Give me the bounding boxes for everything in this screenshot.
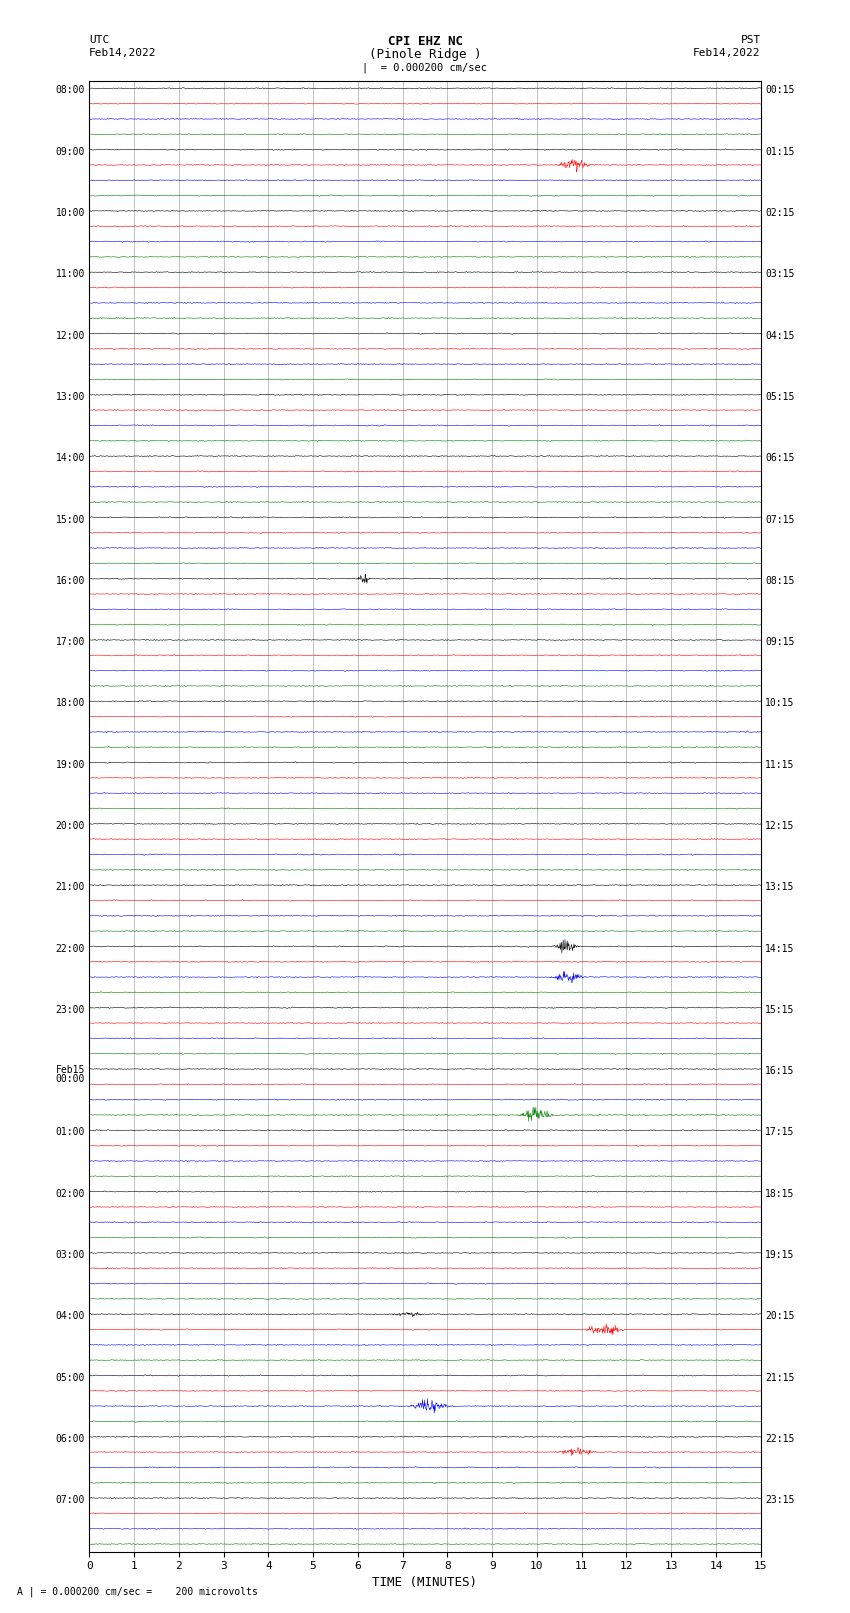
Text: 18:00: 18:00: [55, 698, 85, 708]
Text: 14:00: 14:00: [55, 453, 85, 463]
Text: |  = 0.000200 cm/sec: | = 0.000200 cm/sec: [362, 63, 488, 74]
Text: 05:15: 05:15: [765, 392, 795, 402]
Text: 19:00: 19:00: [55, 760, 85, 769]
Text: 09:00: 09:00: [55, 147, 85, 156]
Text: 20:00: 20:00: [55, 821, 85, 831]
Text: 22:00: 22:00: [55, 944, 85, 953]
Text: 16:15: 16:15: [765, 1066, 795, 1076]
Text: 21:15: 21:15: [765, 1373, 795, 1382]
Text: 11:15: 11:15: [765, 760, 795, 769]
Text: 10:15: 10:15: [765, 698, 795, 708]
Text: 06:00: 06:00: [55, 1434, 85, 1444]
Text: UTC: UTC: [89, 35, 110, 45]
Text: 01:00: 01:00: [55, 1127, 85, 1137]
Text: 04:15: 04:15: [765, 331, 795, 340]
Text: 14:15: 14:15: [765, 944, 795, 953]
Text: 17:15: 17:15: [765, 1127, 795, 1137]
Text: 12:00: 12:00: [55, 331, 85, 340]
Text: 19:15: 19:15: [765, 1250, 795, 1260]
Text: 05:00: 05:00: [55, 1373, 85, 1382]
Text: PST: PST: [740, 35, 761, 45]
Text: 13:15: 13:15: [765, 882, 795, 892]
Text: 16:00: 16:00: [55, 576, 85, 586]
Text: 02:00: 02:00: [55, 1189, 85, 1198]
Text: (Pinole Ridge ): (Pinole Ridge ): [369, 48, 481, 61]
X-axis label: TIME (MINUTES): TIME (MINUTES): [372, 1576, 478, 1589]
Text: 03:00: 03:00: [55, 1250, 85, 1260]
Text: 01:15: 01:15: [765, 147, 795, 156]
Text: 12:15: 12:15: [765, 821, 795, 831]
Text: 21:00: 21:00: [55, 882, 85, 892]
Text: 09:15: 09:15: [765, 637, 795, 647]
Text: 23:00: 23:00: [55, 1005, 85, 1015]
Text: Feb14,2022: Feb14,2022: [694, 48, 761, 58]
Text: 07:00: 07:00: [55, 1495, 85, 1505]
Text: 23:15: 23:15: [765, 1495, 795, 1505]
Text: CPI EHZ NC: CPI EHZ NC: [388, 35, 462, 48]
Text: 02:15: 02:15: [765, 208, 795, 218]
Text: 15:00: 15:00: [55, 515, 85, 524]
Text: 07:15: 07:15: [765, 515, 795, 524]
Text: 03:15: 03:15: [765, 269, 795, 279]
Text: 11:00: 11:00: [55, 269, 85, 279]
Text: 04:00: 04:00: [55, 1311, 85, 1321]
Text: Feb15: Feb15: [55, 1065, 85, 1074]
Text: 10:00: 10:00: [55, 208, 85, 218]
Text: 00:00: 00:00: [55, 1074, 85, 1084]
Text: 20:15: 20:15: [765, 1311, 795, 1321]
Text: 00:15: 00:15: [765, 85, 795, 95]
Text: 08:15: 08:15: [765, 576, 795, 586]
Text: 06:15: 06:15: [765, 453, 795, 463]
Text: 15:15: 15:15: [765, 1005, 795, 1015]
Text: Feb14,2022: Feb14,2022: [89, 48, 156, 58]
Text: 18:15: 18:15: [765, 1189, 795, 1198]
Text: 22:15: 22:15: [765, 1434, 795, 1444]
Text: 08:00: 08:00: [55, 85, 85, 95]
Text: 17:00: 17:00: [55, 637, 85, 647]
Text: 13:00: 13:00: [55, 392, 85, 402]
Text: A | = 0.000200 cm/sec =    200 microvolts: A | = 0.000200 cm/sec = 200 microvolts: [17, 1586, 258, 1597]
